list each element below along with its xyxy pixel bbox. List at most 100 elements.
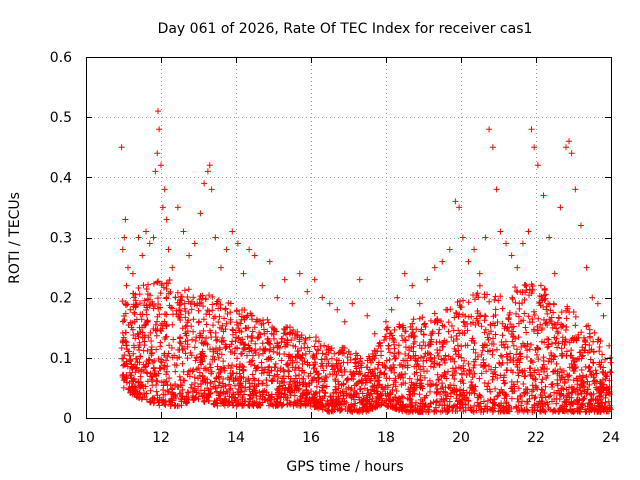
data-point (484, 397, 491, 404)
data-point (168, 345, 175, 352)
data-point (469, 374, 476, 381)
data-point (402, 357, 409, 364)
data-point (568, 150, 575, 157)
data-point (218, 264, 224, 271)
data-point (122, 338, 129, 345)
data-point (579, 352, 586, 359)
data-point (367, 357, 374, 364)
data-point (185, 309, 192, 316)
data-point (147, 370, 154, 377)
data-point (377, 391, 384, 398)
data-point (428, 336, 435, 343)
data-point (446, 404, 453, 411)
data-point (180, 228, 187, 235)
data-point (364, 312, 371, 319)
data-point (291, 367, 298, 374)
data-point (120, 384, 127, 391)
data-point (475, 394, 482, 401)
data-point (550, 356, 557, 363)
data-point (490, 320, 497, 327)
data-point (427, 388, 434, 395)
data-point (147, 292, 154, 299)
data-point (532, 394, 539, 401)
data-point (184, 389, 191, 396)
data-point (255, 351, 262, 358)
data-point (362, 372, 369, 379)
data-point (513, 404, 520, 411)
data-point (579, 400, 586, 407)
data-point (607, 369, 614, 376)
data-point (172, 294, 179, 301)
data-point (367, 405, 374, 412)
data-point (402, 380, 409, 387)
data-point (535, 327, 542, 334)
data-point (566, 309, 573, 316)
data-point (371, 330, 378, 337)
data-point (236, 381, 243, 388)
data-point (253, 364, 260, 371)
data-point (232, 345, 239, 352)
data-point (343, 390, 350, 397)
data-point (254, 364, 261, 371)
data-point (175, 306, 182, 313)
data-point (131, 294, 138, 301)
data-point (550, 309, 557, 316)
data-point (272, 364, 279, 371)
data-point (215, 354, 222, 361)
data-point (510, 323, 517, 330)
data-point (236, 366, 243, 373)
data-point (537, 321, 544, 328)
data-point (127, 319, 134, 326)
data-point (149, 298, 156, 305)
data-point (162, 402, 169, 409)
data-point (580, 334, 587, 341)
data-point (127, 372, 134, 379)
data-point (503, 351, 510, 358)
data-point (237, 339, 244, 346)
data-point (520, 381, 527, 388)
data-point (303, 396, 310, 403)
data-point (133, 365, 140, 372)
data-point (429, 358, 436, 365)
data-point (302, 401, 309, 408)
data-point (155, 370, 162, 377)
data-point (392, 394, 399, 401)
data-point (382, 390, 389, 397)
data-point (541, 286, 548, 293)
data-point (412, 401, 419, 408)
data-point (176, 390, 183, 397)
data-point (259, 380, 266, 387)
data-point (184, 328, 191, 335)
data-point (199, 358, 206, 365)
y-tick-label: 0 (63, 411, 72, 427)
data-point (451, 376, 458, 383)
data-point (578, 222, 584, 229)
data-point (543, 399, 550, 406)
data-point (369, 383, 376, 390)
data-point (313, 350, 320, 357)
data-point (369, 395, 376, 402)
data-point (155, 108, 161, 115)
data-point (437, 398, 444, 405)
data-point (588, 397, 595, 404)
data-point (239, 350, 246, 357)
data-point (169, 264, 176, 271)
data-point (571, 361, 578, 368)
data-point (562, 407, 569, 414)
data-point (203, 311, 210, 318)
data-point (250, 391, 257, 398)
data-point (274, 294, 281, 301)
data-point (443, 395, 450, 402)
data-point (482, 234, 489, 241)
data-point (229, 348, 236, 355)
data-point (427, 400, 434, 407)
data-point (206, 308, 213, 315)
data-point (512, 403, 519, 410)
data-point (391, 377, 398, 384)
data-point (391, 326, 398, 333)
data-point (176, 335, 183, 342)
data-point (178, 343, 185, 350)
data-point (311, 343, 318, 350)
data-point (489, 144, 496, 151)
